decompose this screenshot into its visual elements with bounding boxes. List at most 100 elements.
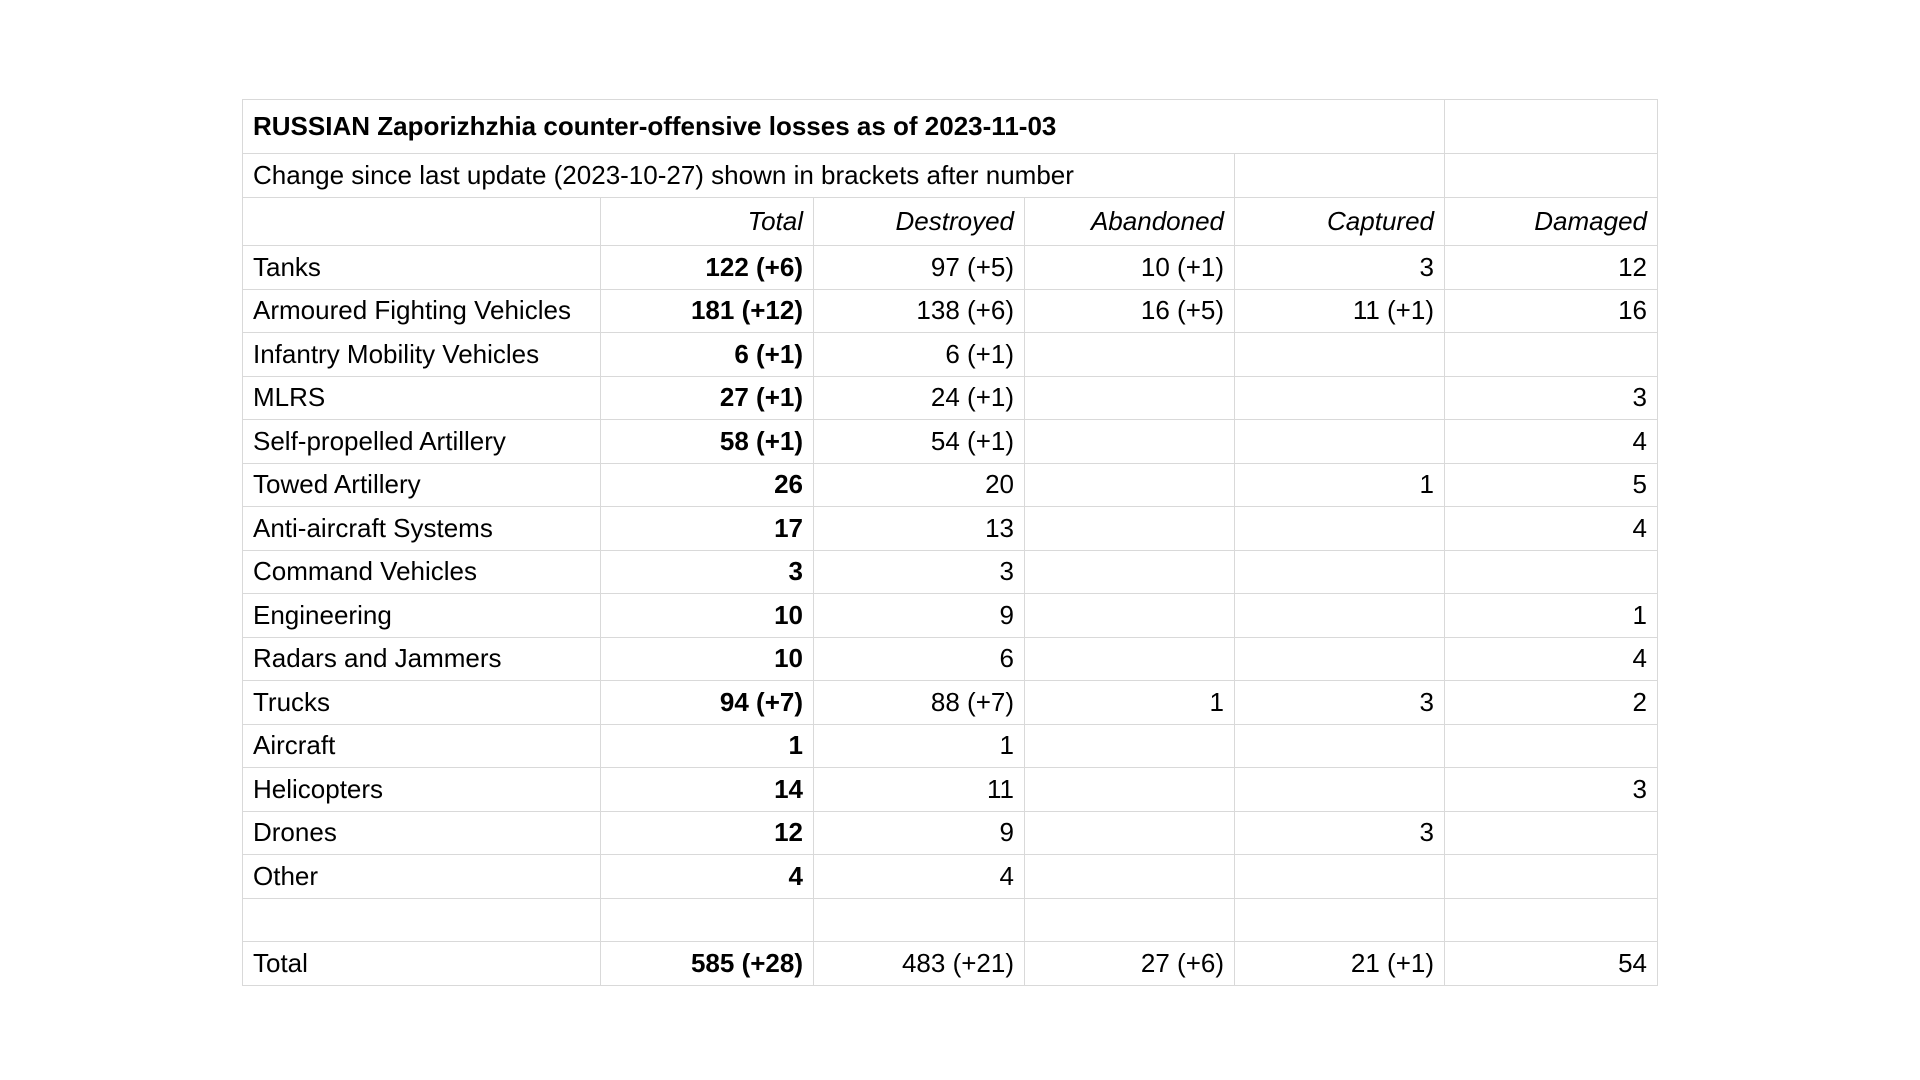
cell-total xyxy=(600,897,814,942)
cell-captured xyxy=(1234,549,1445,594)
cell-destroyed: 54 (+1) xyxy=(813,419,1025,464)
cell-captured: 11 (+1) xyxy=(1234,288,1445,333)
cell-abandoned xyxy=(1024,375,1235,420)
table-row: Helicopters 14 11 3 xyxy=(242,767,1658,812)
row-label: Radars and Jammers xyxy=(242,636,601,681)
cell-damaged xyxy=(1444,897,1658,942)
row-label: Drones xyxy=(242,810,601,855)
table-subtitle: Change since last update (2023-10-27) sh… xyxy=(242,153,1235,198)
row-label: Engineering xyxy=(242,593,601,638)
cell-destroyed: 6 (+1) xyxy=(813,332,1025,377)
cell-damaged: 54 xyxy=(1444,941,1658,986)
cell-destroyed: 483 (+21) xyxy=(813,941,1025,986)
subtitle-row: Change since last update (2023-10-27) sh… xyxy=(242,153,1658,198)
cell-total: 14 xyxy=(600,767,814,812)
cell-abandoned xyxy=(1024,723,1235,768)
column-header-total: Total xyxy=(600,197,814,246)
table-title: RUSSIAN Zaporizhzhia counter-offensive l… xyxy=(242,99,1445,154)
cell-captured xyxy=(1234,636,1445,681)
cell-destroyed: 24 (+1) xyxy=(813,375,1025,420)
cell-abandoned xyxy=(1024,810,1235,855)
cell-captured: 3 xyxy=(1234,245,1445,290)
cell-damaged: 5 xyxy=(1444,462,1658,507)
cell-damaged: 16 xyxy=(1444,288,1658,333)
table-row: Towed Artillery 26 20 1 5 xyxy=(242,462,1658,507)
cell-total: 27 (+1) xyxy=(600,375,814,420)
cell-damaged xyxy=(1444,810,1658,855)
cell-damaged: 4 xyxy=(1444,636,1658,681)
cell-captured xyxy=(1234,506,1445,551)
cell-captured: 21 (+1) xyxy=(1234,941,1445,986)
row-label: Other xyxy=(242,854,601,899)
cell-damaged: 12 xyxy=(1444,245,1658,290)
cell-abandoned xyxy=(1024,897,1235,942)
row-label xyxy=(242,897,601,942)
row-label: Self-propelled Artillery xyxy=(242,419,601,464)
cell-captured: 1 xyxy=(1234,462,1445,507)
subtitle-filler-cell xyxy=(1234,153,1445,198)
column-header-damaged: Damaged xyxy=(1444,197,1658,246)
column-header-destroyed: Destroyed xyxy=(813,197,1025,246)
cell-abandoned: 27 (+6) xyxy=(1024,941,1235,986)
cell-total: 94 (+7) xyxy=(600,680,814,725)
cell-captured xyxy=(1234,854,1445,899)
column-header-captured: Captured xyxy=(1234,197,1445,246)
cell-damaged: 1 xyxy=(1444,593,1658,638)
cell-damaged xyxy=(1444,549,1658,594)
cell-abandoned xyxy=(1024,462,1235,507)
cell-destroyed: 6 xyxy=(813,636,1025,681)
table-row: Other 4 4 xyxy=(242,854,1658,899)
table-row: Infantry Mobility Vehicles 6 (+1) 6 (+1) xyxy=(242,332,1658,377)
cell-total: 122 (+6) xyxy=(600,245,814,290)
cell-damaged: 2 xyxy=(1444,680,1658,725)
cell-abandoned xyxy=(1024,854,1235,899)
cell-damaged xyxy=(1444,854,1658,899)
subtitle-filler-cell xyxy=(1444,153,1658,198)
cell-destroyed: 20 xyxy=(813,462,1025,507)
row-label: Command Vehicles xyxy=(242,549,601,594)
cell-destroyed: 9 xyxy=(813,810,1025,855)
cell-destroyed: 1 xyxy=(813,723,1025,768)
cell-captured xyxy=(1234,375,1445,420)
table-row: Trucks 94 (+7) 88 (+7) 1 3 2 xyxy=(242,680,1658,725)
cell-total: 26 xyxy=(600,462,814,507)
table-row: Anti-aircraft Systems 17 13 4 xyxy=(242,506,1658,551)
table-row: Tanks 122 (+6) 97 (+5) 10 (+1) 3 12 xyxy=(242,245,1658,290)
table-row: Armoured Fighting Vehicles 181 (+12) 138 (… xyxy=(242,288,1658,333)
row-label: Total xyxy=(242,941,601,986)
cell-abandoned xyxy=(1024,549,1235,594)
row-label: Towed Artillery xyxy=(242,462,601,507)
cell-captured xyxy=(1234,419,1445,464)
row-label: Aircraft xyxy=(242,723,601,768)
cell-total: 181 (+12) xyxy=(600,288,814,333)
cell-total: 17 xyxy=(600,506,814,551)
cell-captured xyxy=(1234,897,1445,942)
cell-total: 6 (+1) xyxy=(600,332,814,377)
cell-captured xyxy=(1234,593,1445,638)
cell-damaged xyxy=(1444,332,1658,377)
blank-row xyxy=(242,897,1658,942)
row-label: Armoured Fighting Vehicles xyxy=(242,288,601,333)
cell-damaged: 3 xyxy=(1444,375,1658,420)
row-label: MLRS xyxy=(242,375,601,420)
cell-damaged: 4 xyxy=(1444,419,1658,464)
cell-abandoned: 1 xyxy=(1024,680,1235,725)
losses-table: RUSSIAN Zaporizhzhia counter-offensive l… xyxy=(242,99,1658,986)
cell-destroyed: 9 xyxy=(813,593,1025,638)
cell-total: 1 xyxy=(600,723,814,768)
table-row: Self-propelled Artillery 58 (+1) 54 (+1) 4 xyxy=(242,419,1658,464)
losses-table-container: RUSSIAN Zaporizhzhia counter-offensive l… xyxy=(242,99,1658,986)
cell-abandoned: 10 (+1) xyxy=(1024,245,1235,290)
cell-total: 585 (+28) xyxy=(600,941,814,986)
cell-damaged: 4 xyxy=(1444,506,1658,551)
header-empty-cell xyxy=(242,197,601,246)
table-row: Engineering 10 9 1 xyxy=(242,593,1658,638)
cell-total: 10 xyxy=(600,593,814,638)
cell-abandoned xyxy=(1024,593,1235,638)
cell-destroyed: 4 xyxy=(813,854,1025,899)
cell-destroyed: 11 xyxy=(813,767,1025,812)
cell-abandoned xyxy=(1024,767,1235,812)
cell-destroyed xyxy=(813,897,1025,942)
row-label: Tanks xyxy=(242,245,601,290)
